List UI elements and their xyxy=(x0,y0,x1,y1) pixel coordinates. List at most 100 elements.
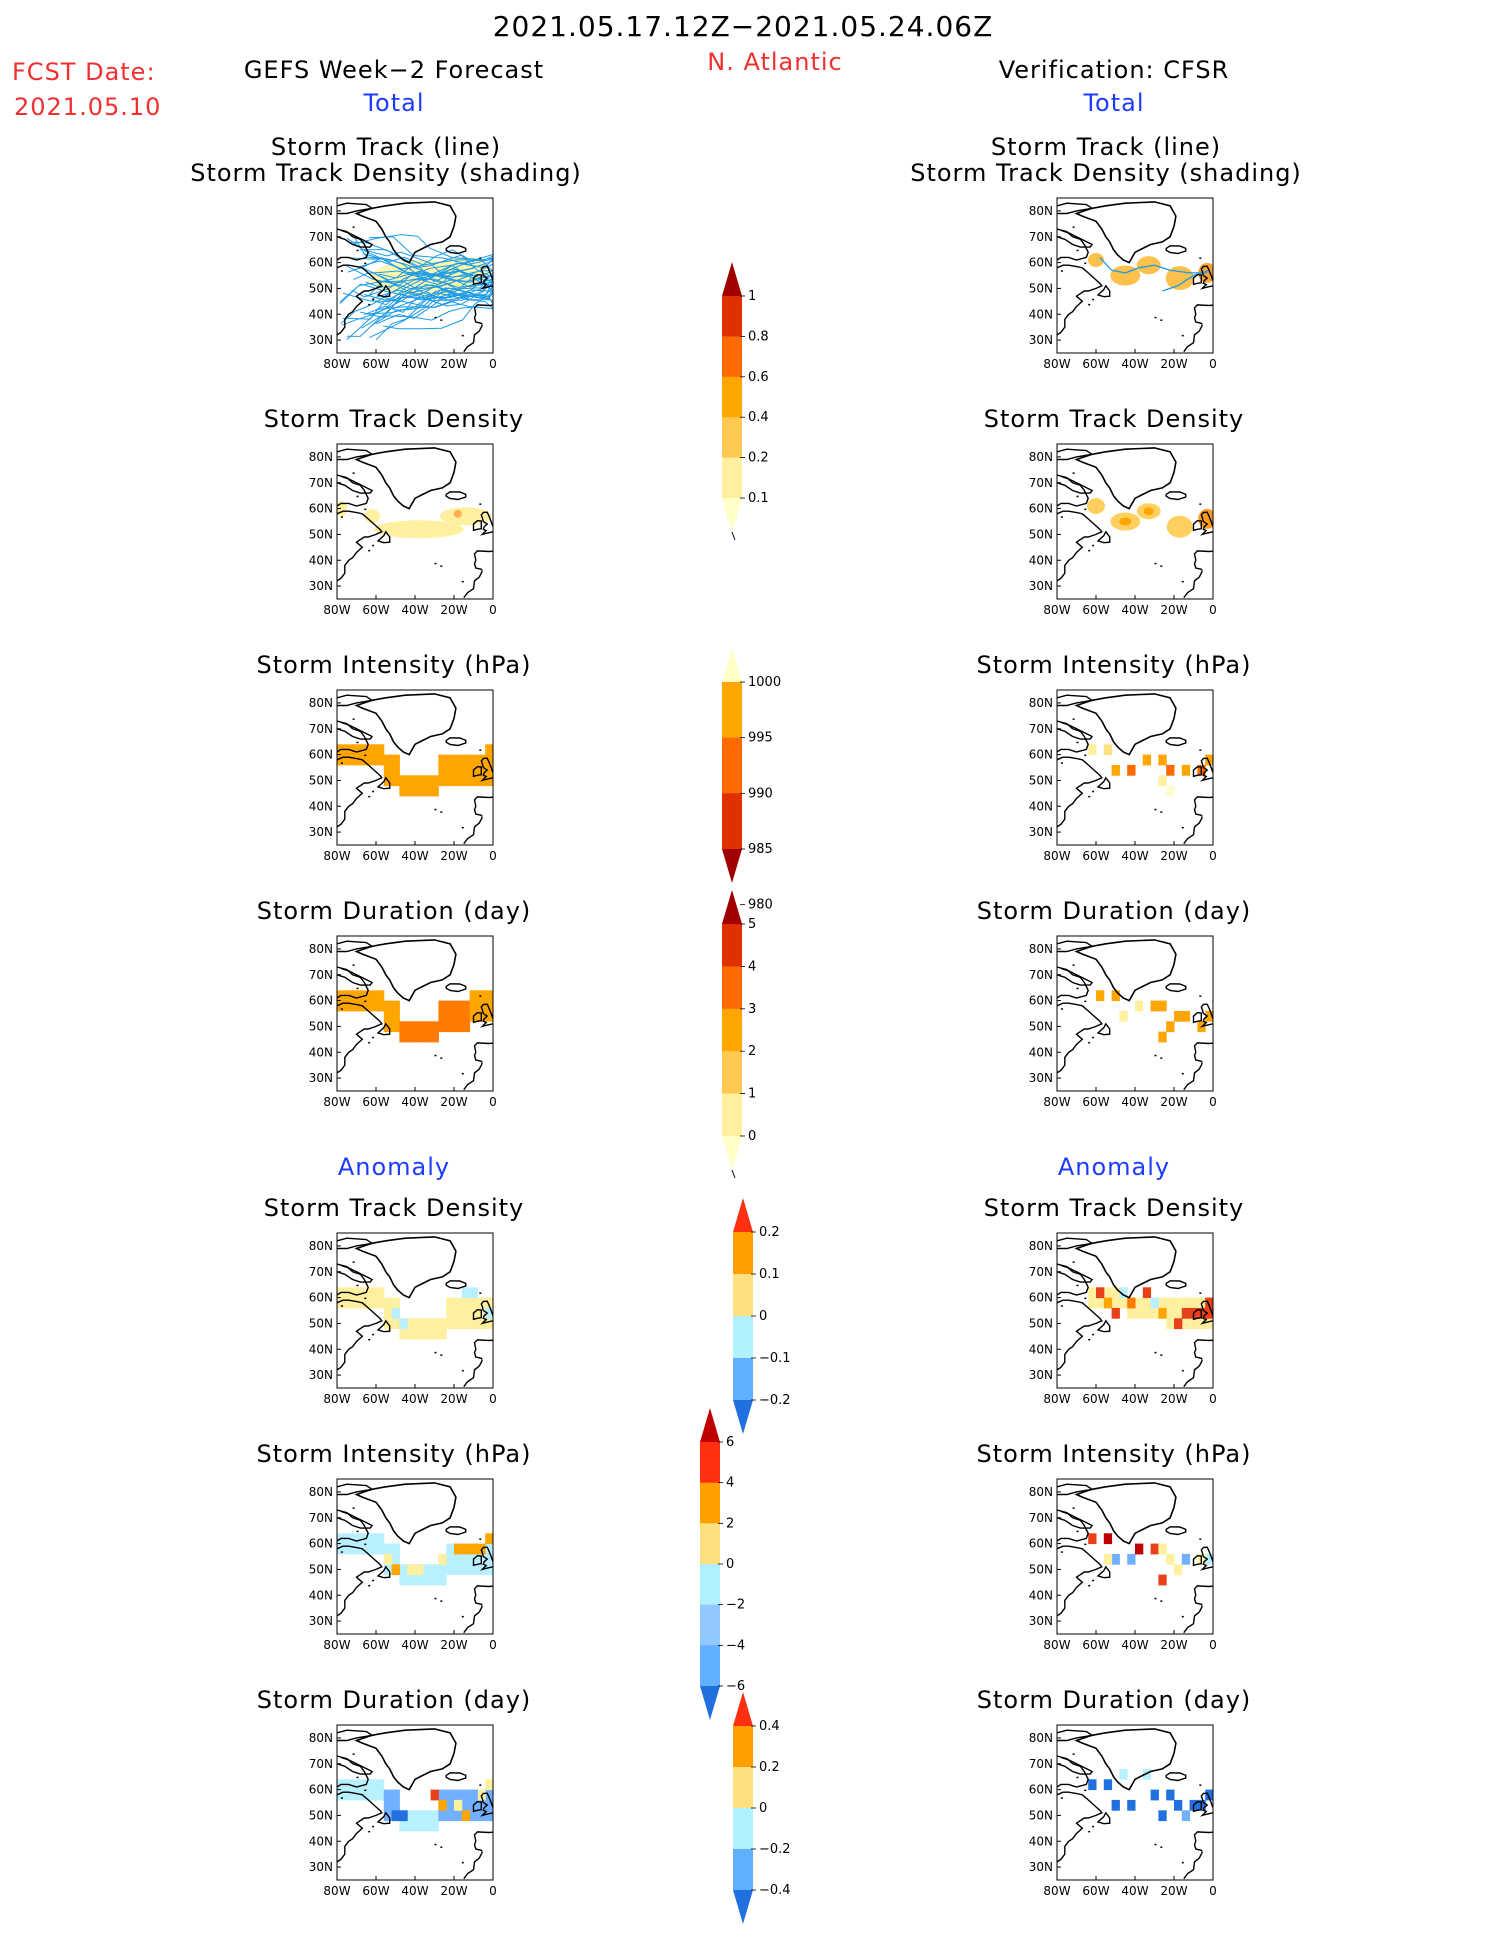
grid-cell xyxy=(352,1297,361,1309)
island xyxy=(479,257,482,259)
island-coast xyxy=(1192,273,1202,286)
island-coast xyxy=(1199,265,1213,290)
grid-cell xyxy=(1181,1307,1191,1319)
map-forecast-anom-intensity: 80N 70N 60N 50N 40N 30N 80W 60W 40W 20W 0 xyxy=(297,1478,497,1655)
grid-cell xyxy=(391,1799,400,1811)
island-coast xyxy=(479,511,493,536)
lat-tick-label: 80N xyxy=(1029,942,1053,956)
coast-segment xyxy=(1057,967,1094,986)
grid-cell xyxy=(1142,1307,1152,1319)
grid-cell xyxy=(1111,1553,1120,1565)
greenland-coast xyxy=(1074,693,1177,756)
island xyxy=(368,795,371,798)
grid-cell xyxy=(1166,1021,1175,1033)
coast-segment xyxy=(1057,694,1094,707)
island-coast xyxy=(1192,1554,1202,1567)
grid-cell xyxy=(438,1564,447,1576)
island xyxy=(1076,249,1079,252)
grid-cell xyxy=(454,1010,463,1022)
lat-tick-label: 70N xyxy=(309,722,333,736)
colorbar-segment xyxy=(722,1008,742,1052)
grid-cell xyxy=(1181,1318,1191,1330)
lon-tick-label: 60W xyxy=(1082,357,1109,371)
grid-cell xyxy=(352,754,361,766)
grid-cell xyxy=(368,1789,377,1801)
grid-cell xyxy=(415,1820,424,1832)
grid-cell xyxy=(485,1297,493,1309)
grid-cell xyxy=(485,1000,493,1012)
lat-tick-label: 70N xyxy=(309,230,333,244)
grid-cell xyxy=(485,1789,493,1801)
island-coast xyxy=(1199,1792,1213,1817)
grid-cell xyxy=(1127,1297,1136,1309)
map-content xyxy=(1057,939,1213,1091)
island xyxy=(1181,826,1184,829)
anom-density-title-left: Storm Track Density xyxy=(263,1194,525,1222)
lon-tick-label: 60W xyxy=(1082,849,1109,863)
map-svg: 80N 70N 60N 50N 40N 30N 80W 60W 40W 20W 0 xyxy=(309,443,497,617)
grid-cell xyxy=(1181,1297,1191,1309)
map-verification-density: 80N 70N 60N 50N 40N 30N 80W 60W 40W 20W 0 xyxy=(1017,443,1217,620)
lat-tick-label: 70N xyxy=(1029,1265,1053,1279)
island xyxy=(340,1305,343,1307)
right-anomaly-label: Anomaly xyxy=(1057,1153,1171,1181)
grid-cell xyxy=(407,1820,416,1832)
map-verification-anom-density: 80N 70N 60N 50N 40N 30N 80W 60W 40W 20W 0 xyxy=(1017,1232,1217,1409)
grid-cell xyxy=(383,1799,393,1811)
coast-segment xyxy=(473,1042,493,1064)
map-svg: 80N 70N 60N 50N 40N 30N 80W 60W 40W 20W 0 xyxy=(1029,935,1217,1109)
island xyxy=(368,1041,371,1044)
coast-segment xyxy=(1057,720,1089,753)
intensity-title-left: Storm Intensity (hPa) xyxy=(256,651,532,679)
island-coast xyxy=(1192,765,1202,778)
grid-cell xyxy=(391,1553,400,1565)
island-coast xyxy=(376,1565,391,1579)
storm-track xyxy=(340,278,488,324)
map-forecast-density: 80N 70N 60N 50N 40N 30N 80W 60W 40W 20W 0 xyxy=(297,443,497,620)
grid-cell xyxy=(391,1021,400,1033)
grid-cell xyxy=(485,1810,493,1822)
lat-tick-label: 50N xyxy=(1029,1808,1053,1822)
island-coast xyxy=(1096,1319,1111,1333)
colorbar-tail xyxy=(731,1169,736,1179)
map-svg: 80N 70N 60N 50N 40N 30N 80W 60W 40W 20W 0 xyxy=(309,197,497,371)
grid-cell xyxy=(454,1553,463,1565)
island xyxy=(434,562,437,565)
island xyxy=(1199,503,1202,505)
coast-segment xyxy=(1057,966,1089,999)
anom-intensity-title-right: Storm Intensity (hPa) xyxy=(976,1440,1252,1468)
grid-cell xyxy=(376,754,385,766)
island xyxy=(356,1776,359,1779)
island xyxy=(1160,811,1163,813)
fcst-date-label: FCST Date: xyxy=(12,58,156,86)
grid-cell xyxy=(454,1789,463,1801)
grid-cell xyxy=(1205,1553,1213,1565)
grid-cell xyxy=(1174,1297,1183,1309)
island-coast xyxy=(472,273,482,286)
island xyxy=(1084,1789,1087,1792)
anomaly-cells xyxy=(337,1287,493,1340)
grid-cell xyxy=(1150,1307,1159,1319)
grid-cell xyxy=(368,1000,377,1012)
lat-tick-label: 40N xyxy=(309,799,333,813)
colorbar-segment xyxy=(700,1523,720,1565)
grid-cell xyxy=(337,1000,346,1012)
grid-cell xyxy=(391,1307,400,1319)
lon-tick-label: 60W xyxy=(362,1095,389,1109)
coast-segment xyxy=(1057,448,1094,461)
island-coast xyxy=(479,1792,493,1817)
map-forecast-anom-duration: 80N 70N 60N 50N 40N 30N 80W 60W 40W 20W 0 xyxy=(297,1724,497,1901)
grid-cell xyxy=(360,1543,369,1555)
grid-cell xyxy=(485,1533,493,1545)
track-shading-title-right: Storm Track Density (shading) xyxy=(910,159,1302,187)
grid-cell xyxy=(422,775,432,787)
lon-tick-label: 40W xyxy=(1121,603,1148,617)
anom-duration-title-left: Storm Duration (day) xyxy=(256,1686,532,1714)
coast-segment xyxy=(1057,1729,1094,1742)
lon-tick-label: 80W xyxy=(1043,849,1070,863)
lat-tick-label: 50N xyxy=(1029,773,1053,787)
density-blob xyxy=(373,520,464,539)
coast-segment xyxy=(337,1263,369,1296)
coast-segment xyxy=(1057,202,1094,215)
island xyxy=(434,316,437,319)
